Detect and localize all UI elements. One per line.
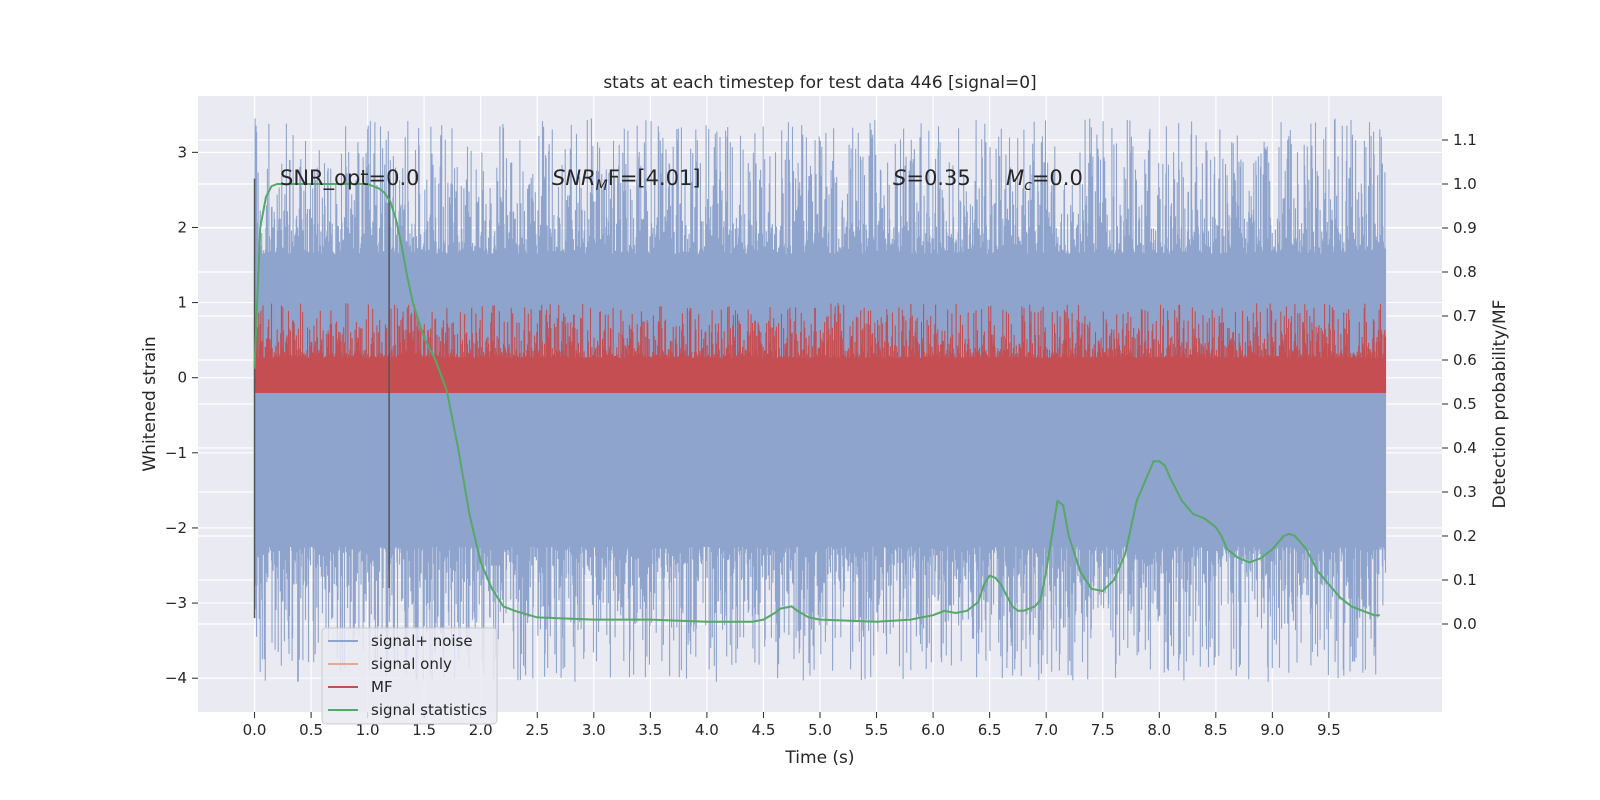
x-axis-label: Time (s): [784, 748, 854, 768]
y-left-tick-label: 0: [177, 369, 187, 387]
x-tick-label: 0.5: [299, 721, 323, 739]
annotation-snr-mf: SNRMF=[4.01]: [552, 166, 701, 194]
y-right-tick-label: 1.0: [1453, 175, 1477, 193]
y-right-tick-label: 0.4: [1453, 439, 1477, 457]
legend-label-signal-only: signal only: [371, 655, 452, 673]
y-right-axis-label: Detection probability/MF: [1490, 300, 1510, 509]
annotation-mc: Mc=0.0: [1006, 166, 1083, 194]
chart-title: stats at each timestep for test data 446…: [603, 73, 1036, 93]
x-tick-label: 4.5: [752, 721, 776, 739]
x-tick-label: 7.5: [1091, 721, 1115, 739]
x-tick-label: 5.0: [808, 721, 832, 739]
y-left-tick-label: −3: [165, 594, 187, 612]
legend-label-mf: MF: [371, 678, 393, 696]
y-right-tick-label: 1.1: [1453, 131, 1477, 149]
legend-label-signal-statistics: signal statistics: [371, 701, 487, 719]
y-left-tick-label: −4: [165, 669, 187, 687]
y-left-ticks: 3 2 1 0 −1 −2 −3 −4: [165, 143, 198, 687]
legend: signal+ noise signal only MF signal stat…: [321, 627, 498, 725]
x-tick-label: 2.0: [469, 721, 493, 739]
y-right-tick-label: 0.0: [1453, 615, 1477, 633]
annotation-snr-opt: SNR_opt=0.0: [280, 166, 420, 191]
x-tick-label: 3.5: [638, 721, 662, 739]
y-left-tick-label: −1: [165, 444, 187, 462]
y-right-tick-label: 0.8: [1453, 263, 1477, 281]
annotation-s: S=0.35: [893, 166, 971, 190]
y-right-tick-label: 0.7: [1453, 307, 1477, 325]
x-tick-label: 9.5: [1317, 721, 1341, 739]
x-tick-label: 3.0: [582, 721, 606, 739]
x-tick-label: 7.0: [1034, 721, 1058, 739]
y-right-tick-label: 0.3: [1453, 483, 1477, 501]
y-right-tick-label: 0.9: [1453, 219, 1477, 237]
y-right-tick-label: 0.6: [1453, 351, 1477, 369]
x-tick-label: 6.5: [978, 721, 1002, 739]
x-tick-label: 8.0: [1147, 721, 1171, 739]
y-right-tick-label: 0.5: [1453, 395, 1477, 413]
x-tick-label: 9.0: [1260, 721, 1284, 739]
legend-box: [321, 627, 498, 725]
x-tick-label: 1.0: [356, 721, 380, 739]
y-right-tick-label: 0.2: [1453, 527, 1477, 545]
legend-label-signal-noise: signal+ noise: [371, 632, 473, 650]
signal-statistics-line: [253, 183, 1380, 623]
y-left-tick-label: 3: [177, 143, 187, 161]
y-right-tick-label: 0.1: [1453, 571, 1477, 589]
y-left-axis-label: Whitened strain: [140, 336, 160, 471]
y-right-ticks: 1.1 1.0 0.9 0.8 0.7 0.6 0.5 0.4 0.3 0.2 0.1 0.0: [1442, 131, 1477, 633]
x-tick-label: 8.5: [1204, 721, 1228, 739]
signal-noise-series: [253, 118, 1387, 682]
x-tick-label: 6.0: [921, 721, 945, 739]
x-tick-label: 0.0: [243, 721, 267, 739]
x-tick-label: 5.5: [865, 721, 889, 739]
y-left-tick-label: −2: [165, 519, 187, 537]
x-tick-label: 4.0: [695, 721, 719, 739]
y-left-tick-label: 1: [177, 294, 187, 312]
vertical-markers: [253, 178, 390, 619]
y-left-tick-label: 2: [177, 218, 187, 236]
x-ticks: 0.0 0.5 1.0 1.5 2.0 2.5 3.0 3.5 4.0 4.5 5.0 5.5 6.0 6…: [243, 712, 1341, 739]
signal-statistics-series: [253, 183, 1380, 623]
x-tick-label: 1.5: [412, 721, 436, 739]
x-tick-label: 2.5: [525, 721, 549, 739]
